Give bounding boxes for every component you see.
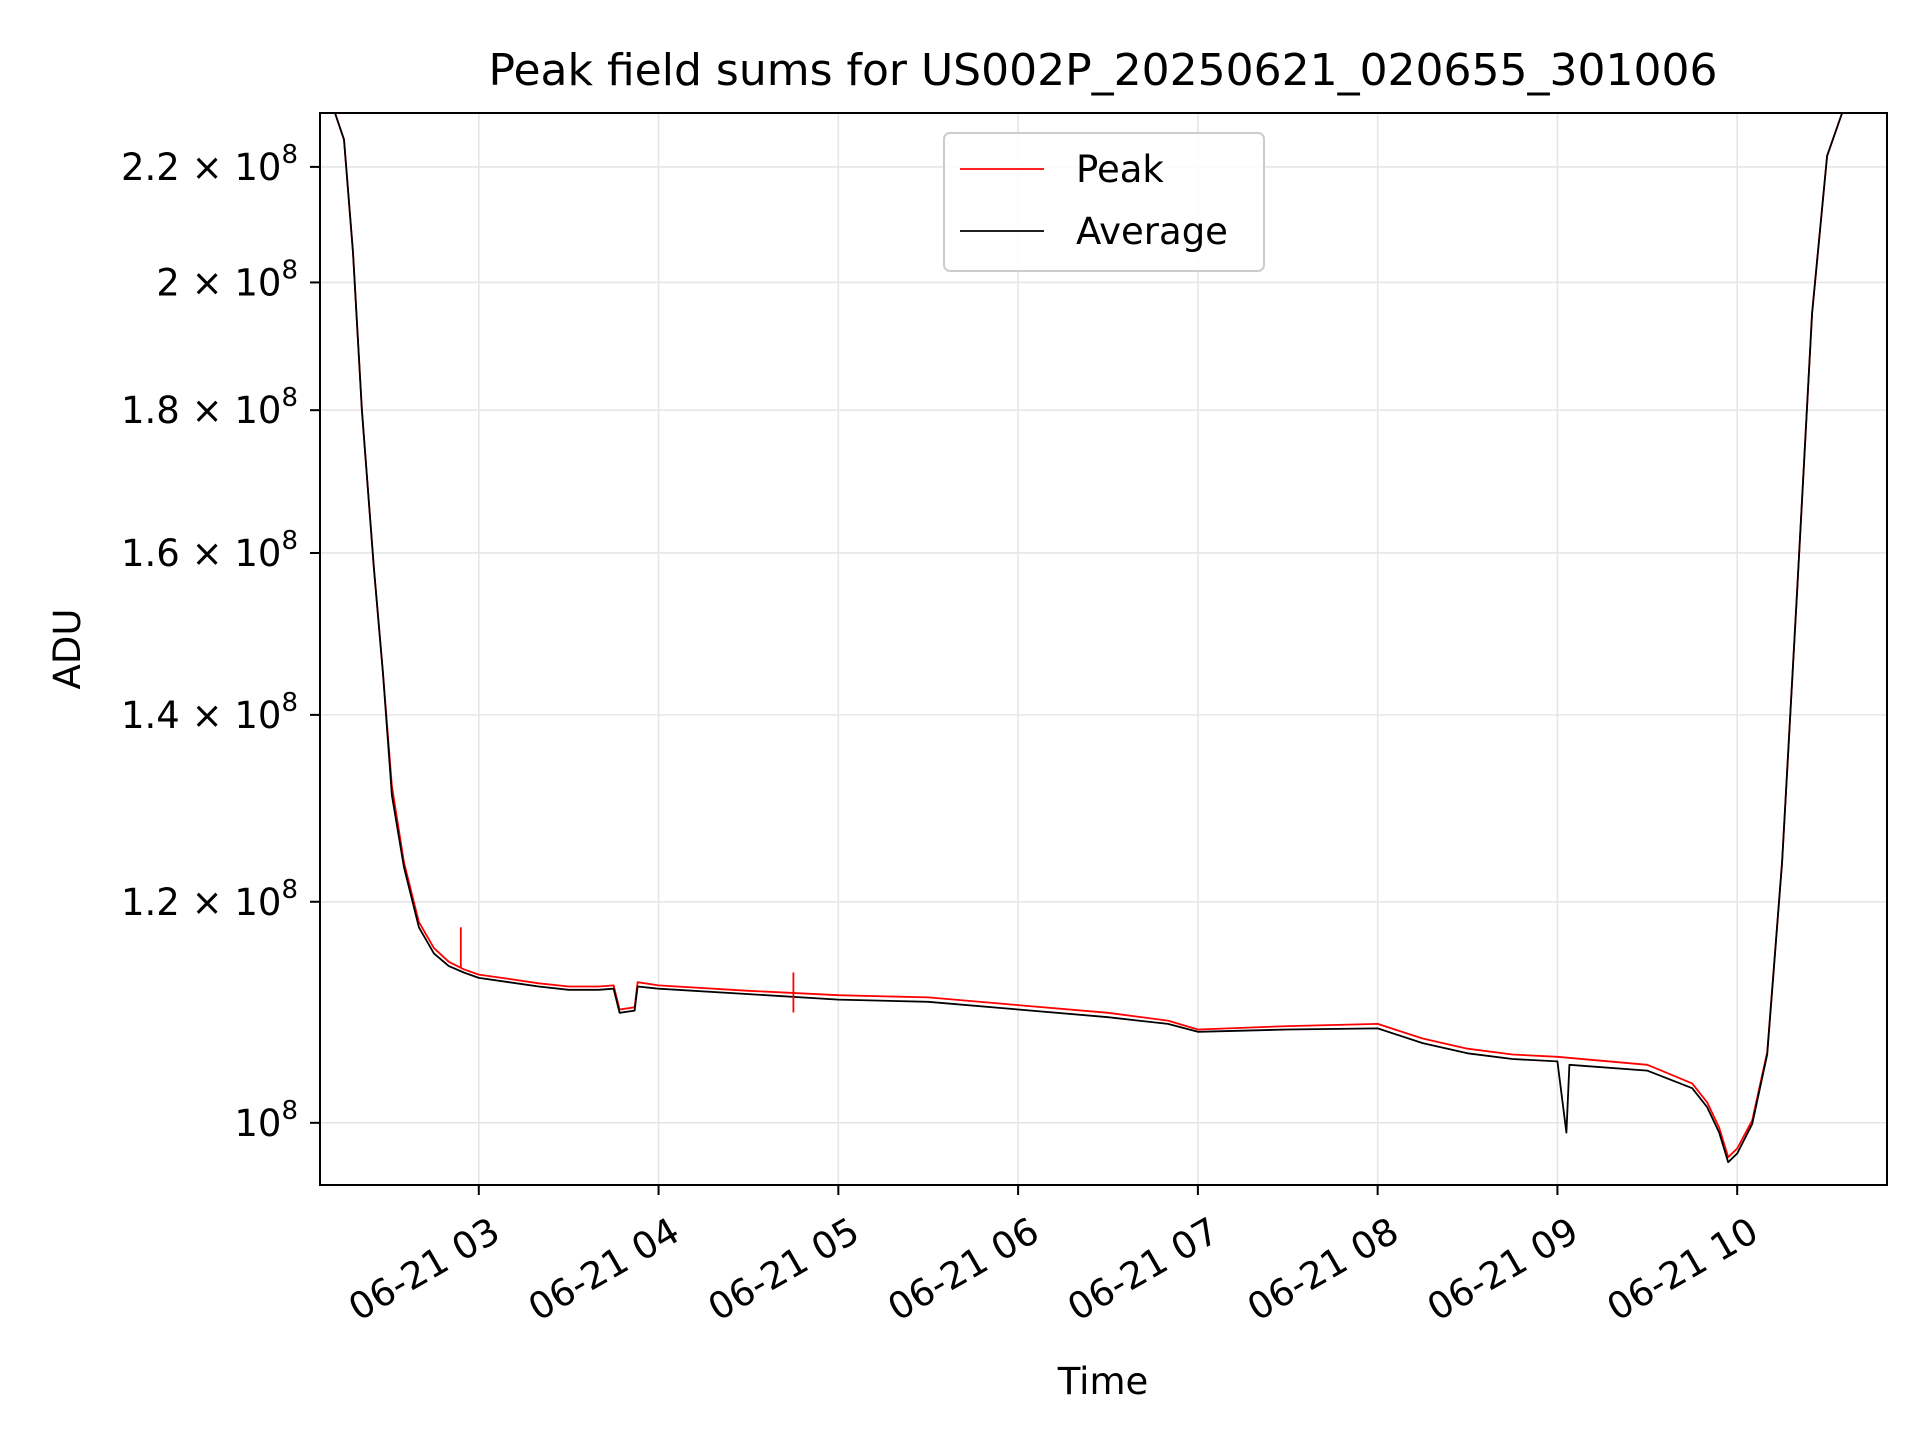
series-lines [320, 112, 1887, 1164]
y-axis-ticks: 108 1.2 × 108 1.4 × 108 1.6 × 108 1.8 × 108 2… [121, 140, 320, 1145]
y-tick-label: 1.8 × 108 [121, 383, 298, 432]
y-tick-label: 108 [234, 1096, 298, 1145]
legend-label-peak: Peak [1076, 148, 1164, 191]
x-tick-label: 06-21 10 [1600, 1209, 1766, 1329]
series-line-average [320, 112, 1887, 1164]
grid [320, 113, 1887, 1185]
y-tick-label: 2.2 × 108 [121, 140, 298, 189]
x-tick-label: 06-21 06 [881, 1209, 1047, 1329]
y-tick-label: 1.4 × 108 [121, 688, 298, 737]
y-tick-label: 2 × 108 [156, 255, 298, 304]
legend-label-average: Average [1076, 210, 1228, 253]
x-tick-label: 06-21 03 [341, 1209, 507, 1329]
y-tick-label: 1.2 × 108 [121, 875, 298, 924]
x-tick-label: 06-21 07 [1060, 1209, 1226, 1329]
chart-title: Peak field sums for US002P_20250621_0206… [489, 45, 1718, 96]
plot-area-frame [319, 112, 1888, 1186]
legend-box [943, 132, 1265, 272]
x-tick-label: 06-21 09 [1420, 1209, 1586, 1329]
series-line-peak [320, 112, 1887, 1159]
legend: Peak Average [943, 132, 1265, 272]
x-tick-label: 06-21 04 [521, 1209, 687, 1329]
x-tick-label: 06-21 05 [701, 1209, 867, 1329]
y-axis-label: ADU [46, 609, 89, 690]
x-tick-label: 06-21 08 [1240, 1209, 1406, 1329]
x-axis-ticks: 06-21 03 06-21 04 06-21 05 06-21 06 06-21 07… [341, 1185, 1765, 1330]
x-axis-label: Time [1057, 1360, 1149, 1403]
y-tick-label: 1.6 × 108 [121, 526, 298, 575]
